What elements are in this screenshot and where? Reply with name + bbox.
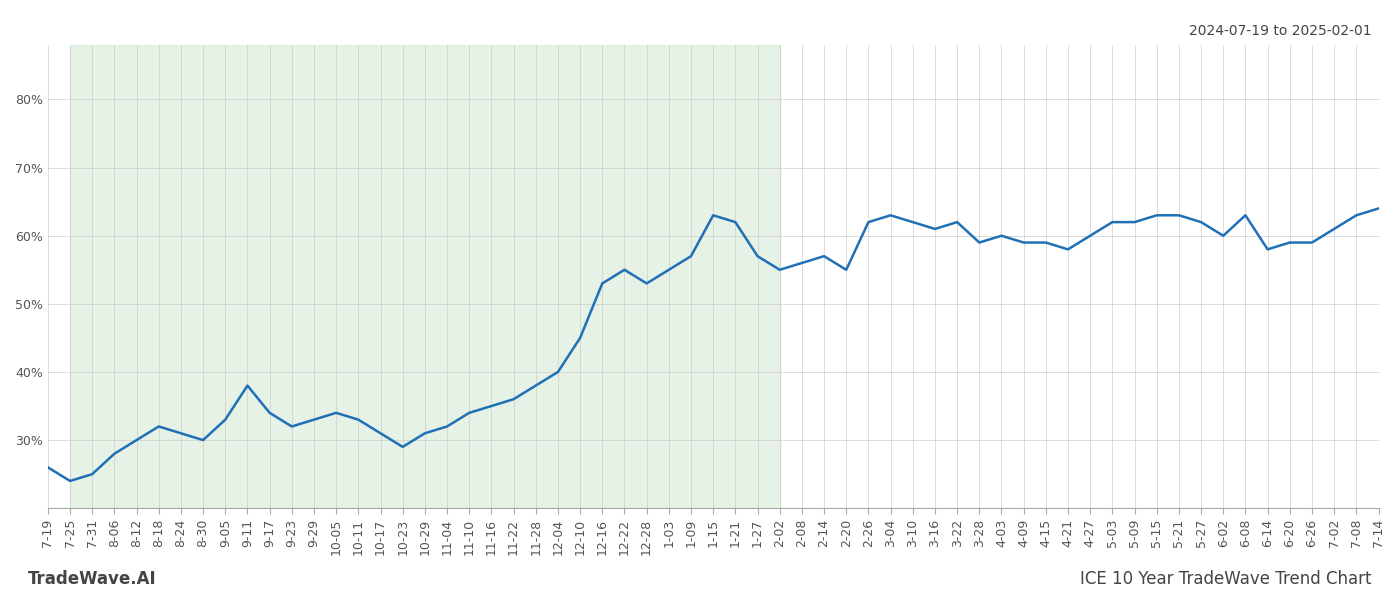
Text: TradeWave.AI: TradeWave.AI — [28, 570, 157, 588]
Text: ICE 10 Year TradeWave Trend Chart: ICE 10 Year TradeWave Trend Chart — [1081, 570, 1372, 588]
Bar — [70, 45, 780, 508]
Text: 2024-07-19 to 2025-02-01: 2024-07-19 to 2025-02-01 — [1190, 24, 1372, 38]
